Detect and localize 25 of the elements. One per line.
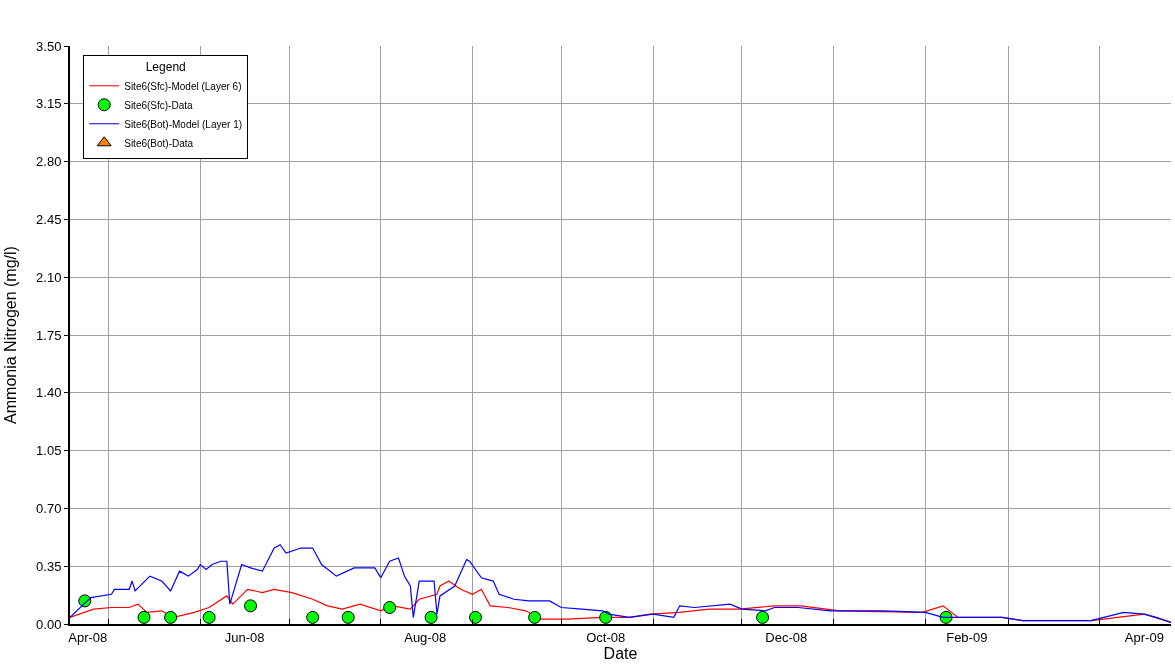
y-tick-label: 3.50 xyxy=(36,38,62,54)
legend-label: Site6(Sfc)-Data xyxy=(124,99,193,111)
legend-label: Site6(Bot)-Model (Layer 1) xyxy=(124,118,243,130)
y-tick-label: 0.35 xyxy=(36,558,62,574)
x-tick-label: Oct-08 xyxy=(586,629,626,645)
y-tick-label: 1.05 xyxy=(36,443,62,459)
x-tick-label: Jun-08 xyxy=(224,629,265,645)
x-tick-label: Dec-08 xyxy=(765,629,808,645)
legend-title: Legend xyxy=(145,60,186,75)
y-tick-label: 2.80 xyxy=(36,154,62,170)
legend-label: Site6(Sfc)-Model (Layer 6) xyxy=(124,80,242,92)
legend-label: Site6(Bot)-Data xyxy=(124,137,194,149)
y-tick-label: 0.70 xyxy=(36,500,62,516)
x-tick-label: Aug-08 xyxy=(404,629,447,645)
y-tick-label: 3.15 xyxy=(36,96,62,112)
x-tick-label: Apr-08 xyxy=(68,629,108,645)
y-axis-title: Ammonia Nitrogen (mg/l) xyxy=(2,246,20,424)
y-tick-label: 1.40 xyxy=(36,385,62,401)
y-tick-label: 2.45 xyxy=(36,211,62,227)
x-axis-title: Date xyxy=(603,644,638,662)
y-tick-label: 1.75 xyxy=(36,327,62,343)
x-tick-label: Feb-09 xyxy=(946,629,988,645)
y-tick-label: 2.10 xyxy=(36,269,62,285)
x-tick-label: Apr-09 xyxy=(1124,629,1164,645)
y-tick-label: 0.00 xyxy=(36,616,62,632)
